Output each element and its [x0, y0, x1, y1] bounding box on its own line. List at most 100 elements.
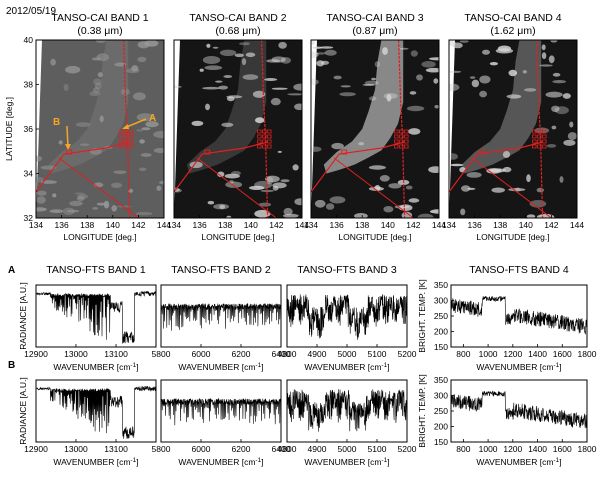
- cloud: [429, 209, 439, 214]
- fts-panel-band-1: 12900 13000 13100 WAVENUMBER [cm-1] RADIANCE…: [18, 377, 157, 467]
- cloud: [524, 88, 537, 92]
- y-tick-label: 40: [24, 35, 34, 45]
- observation-point: [404, 144, 409, 149]
- cloud: [223, 75, 233, 78]
- cloud: [69, 200, 83, 207]
- cloud: [324, 49, 337, 56]
- observation-point: [542, 129, 547, 134]
- cloud: [333, 75, 342, 80]
- cloud: [265, 175, 280, 183]
- cloud: [63, 83, 69, 91]
- cloud: [271, 87, 288, 90]
- x-tick-label: 1800: [578, 349, 597, 359]
- x-tick-label: 144: [157, 220, 171, 230]
- panel-label: A: [8, 265, 15, 276]
- x-tick-label: 800: [456, 444, 470, 454]
- cloud: [93, 78, 102, 86]
- cai-wavelength: (0.87 μm): [352, 25, 397, 37]
- cloud: [562, 93, 571, 99]
- cloud: [212, 46, 219, 49]
- cloud: [469, 76, 476, 79]
- cloud: [508, 69, 518, 77]
- observation-point: [119, 144, 124, 149]
- cloud: [405, 185, 413, 190]
- cloud: [242, 74, 259, 80]
- y-axis-label: RADIANCE [A.U.]: [18, 377, 28, 445]
- cloud: [266, 59, 280, 63]
- track-line: [36, 141, 130, 193]
- x-tick-label: 5000: [338, 444, 357, 454]
- y-tick-label: 350: [434, 280, 448, 290]
- satellite-image: [449, 40, 577, 218]
- x-tick-label: 5800: [152, 444, 171, 454]
- cai-title: TANSO-CAI BAND 4: [464, 12, 561, 24]
- x-tick-label: 142: [544, 220, 558, 230]
- cloud: [408, 128, 421, 135]
- land-mass: [461, 40, 542, 174]
- cloud: [526, 214, 536, 218]
- cai-panel-4: TANSO-CAI BAND 4(1.62 μm) 134 136 138 140 142…: [442, 12, 584, 242]
- cloud: [75, 122, 91, 127]
- x-tick-label: 1200: [503, 349, 522, 359]
- cloud: [339, 92, 356, 97]
- x-tick-label: 140: [244, 220, 258, 230]
- track-line: [536, 40, 544, 218]
- cloud: [156, 185, 162, 191]
- x-tick-label: 134: [442, 220, 456, 230]
- fts-title: TANSO-FTS BAND 1: [46, 264, 146, 276]
- x-tick-label: 4900: [308, 349, 327, 359]
- cai-frame: [173, 39, 303, 219]
- x-tick-label: 5200: [398, 444, 417, 454]
- x-tick-label: 1000: [479, 349, 498, 359]
- observation-point: [532, 144, 537, 149]
- observation-point: [267, 139, 272, 144]
- x-tick-label: 136: [330, 220, 344, 230]
- cloud: [66, 209, 80, 213]
- cloud: [249, 185, 265, 190]
- x-tick-label: 6000: [192, 444, 211, 454]
- cloud: [383, 206, 394, 213]
- cloud: [92, 87, 100, 94]
- cai-wavelength: (0.68 μm): [215, 25, 260, 37]
- annotation-a: A: [149, 113, 156, 124]
- observation-point: [394, 139, 399, 144]
- cloud: [137, 41, 150, 49]
- cloud: [52, 193, 57, 198]
- cloud: [140, 153, 152, 157]
- cloud: [421, 61, 436, 68]
- cloud: [433, 78, 439, 84]
- x-axis-label: WAVENUMBER [cm-1]: [476, 362, 561, 372]
- x-tick-label: 12900: [24, 444, 48, 454]
- observation-point: [262, 129, 267, 134]
- annotation-arrowhead: [65, 144, 71, 150]
- y-tick-label: 150: [434, 437, 448, 447]
- cloud: [502, 151, 511, 158]
- spectrum-trace: [35, 290, 157, 344]
- spectrum-trace: [286, 389, 408, 432]
- x-tick-label: 13000: [64, 444, 88, 454]
- cloud: [545, 91, 563, 98]
- cai-title: TANSO-CAI BAND 1: [51, 12, 148, 24]
- y-tick-label: 38: [24, 80, 34, 90]
- track-line: [449, 141, 543, 193]
- x-tick-label: 134: [29, 220, 43, 230]
- cloud: [489, 62, 498, 66]
- observation-point: [404, 129, 409, 134]
- cloud: [559, 176, 564, 183]
- x-tick-label: 144: [295, 220, 309, 230]
- cloud: [283, 207, 293, 216]
- observation-point: [119, 129, 124, 134]
- cai-panel-3: TANSO-CAI BAND 3(0.87 μm) 134 136 138 140 142…: [304, 12, 446, 242]
- x-tick-label: 5200: [398, 349, 417, 359]
- cloud: [94, 82, 102, 90]
- cai-panel-2: TANSO-CAI BAND 2(0.68 μm) 134 136 138 140 142…: [167, 12, 309, 242]
- cloud: [449, 70, 462, 73]
- observation-point: [404, 139, 409, 144]
- cloud: [506, 94, 522, 99]
- observation-point: [66, 149, 73, 155]
- fts-panel-band-4: TANSO-FTS BAND 4 800 1000 1200 1400 1600 1800 W…: [417, 264, 597, 372]
- cloud: [541, 44, 546, 51]
- cloud: [434, 105, 439, 109]
- cloud: [368, 96, 377, 101]
- cloud: [489, 168, 506, 173]
